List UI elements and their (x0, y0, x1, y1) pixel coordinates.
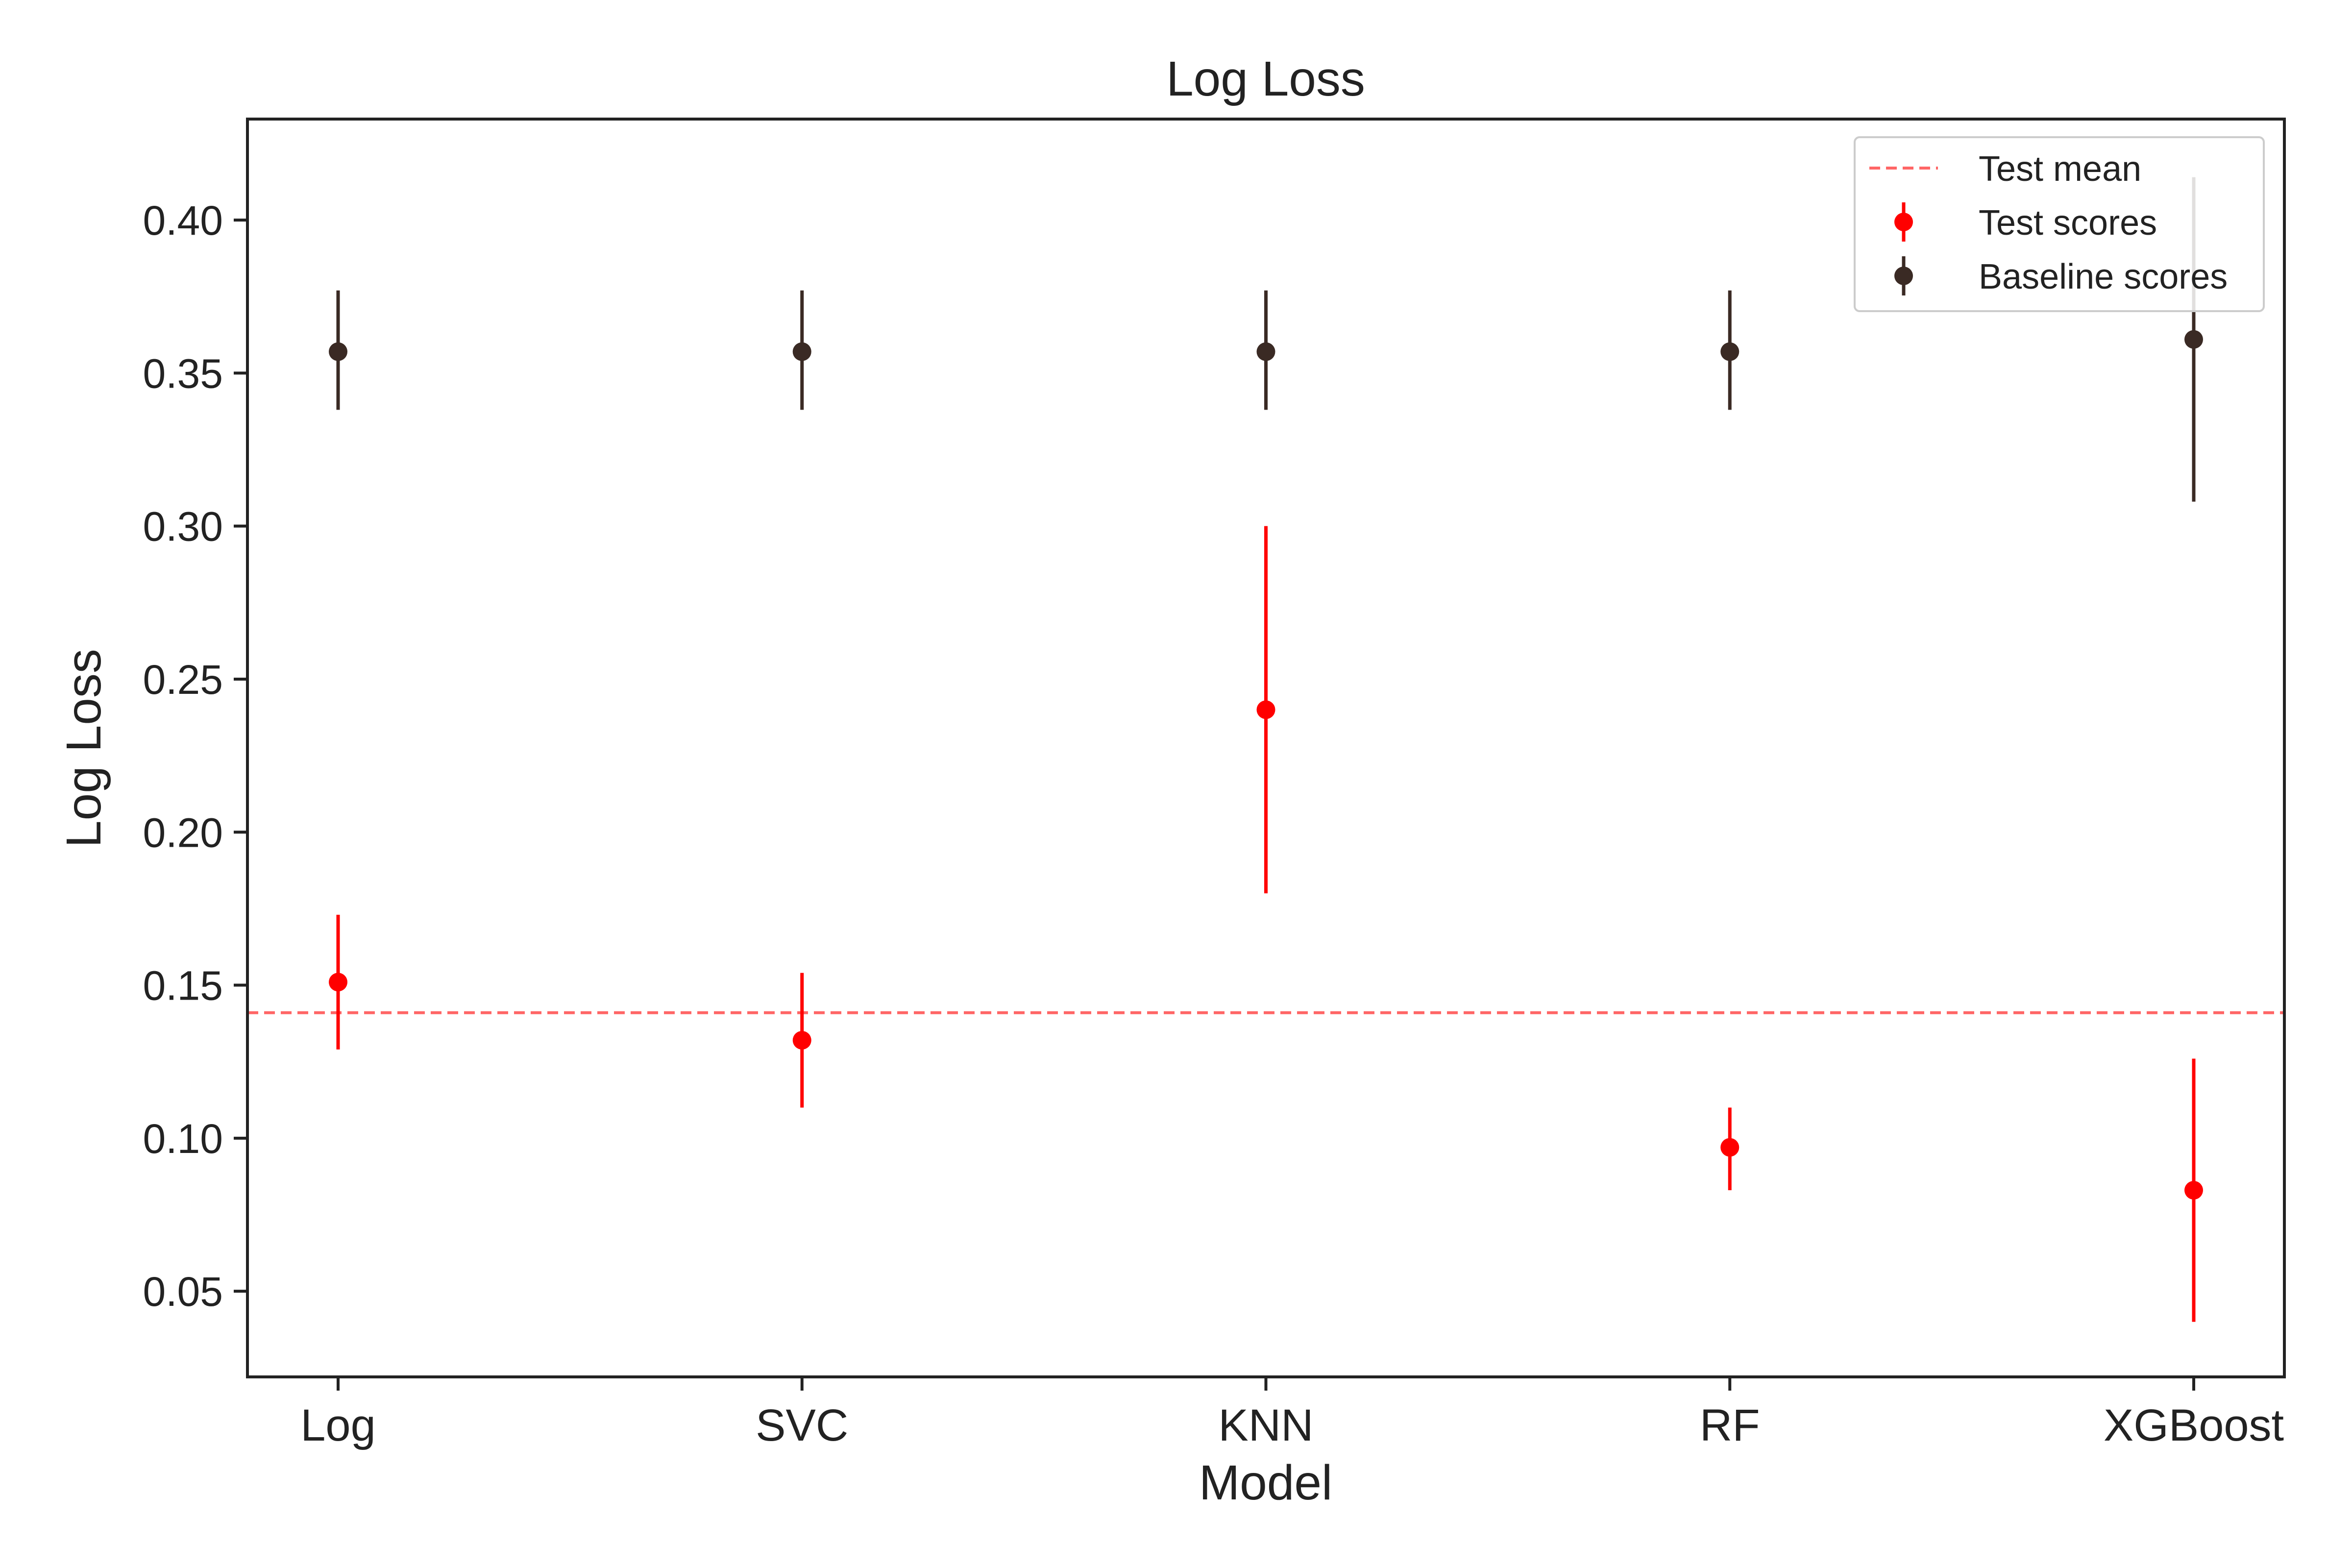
test-scores-point (2184, 1181, 2203, 1200)
y-tick-label: 0.20 (143, 809, 223, 856)
test-scores-point (1720, 1138, 1740, 1157)
x-tick-label: SVC (756, 1400, 848, 1450)
test-scores-point (329, 973, 347, 992)
baseline-scores-point (2184, 330, 2203, 349)
x-tick-label: KNN (1218, 1400, 1313, 1450)
test-scores-point (792, 1030, 811, 1050)
baseline-scores-point (1256, 342, 1275, 361)
y-tick-label: 0.05 (143, 1269, 223, 1315)
y-axis-label: Log Loss (56, 649, 111, 848)
y-tick-label: 0.40 (143, 197, 223, 244)
baseline-scores-point (1720, 342, 1740, 361)
legend-swatch-test-scores (1894, 213, 1913, 231)
x-tick-label: XGBoost (2104, 1400, 2284, 1450)
baseline-scores-point (329, 342, 347, 361)
x-tick-label: RF (1700, 1400, 1760, 1450)
y-tick-label: 0.25 (143, 657, 223, 703)
legend-label-test-scores: Test scores (1979, 203, 2157, 243)
plot-area (247, 177, 2284, 1322)
legend-box (1854, 136, 2265, 312)
chart-title: Log Loss (1166, 51, 1365, 106)
y-tick-label: 0.35 (143, 350, 223, 396)
legend-label-test-mean: Test mean (1979, 149, 2141, 189)
legend: Test mean Test scores Baseline scores (1854, 136, 2265, 312)
y-tick-label: 0.30 (143, 504, 223, 550)
legend-swatch-baseline-scores (1894, 267, 1913, 285)
legend-label-baseline-scores: Baseline scores (1979, 257, 2228, 296)
test-scores-point (1256, 700, 1275, 719)
y-tick-label: 0.10 (143, 1116, 223, 1162)
x-axis-label: Model (1199, 1455, 1332, 1510)
x-tick-label: Log (300, 1400, 376, 1450)
y-tick-label: 0.15 (143, 963, 223, 1009)
baseline-scores-point (792, 342, 811, 361)
